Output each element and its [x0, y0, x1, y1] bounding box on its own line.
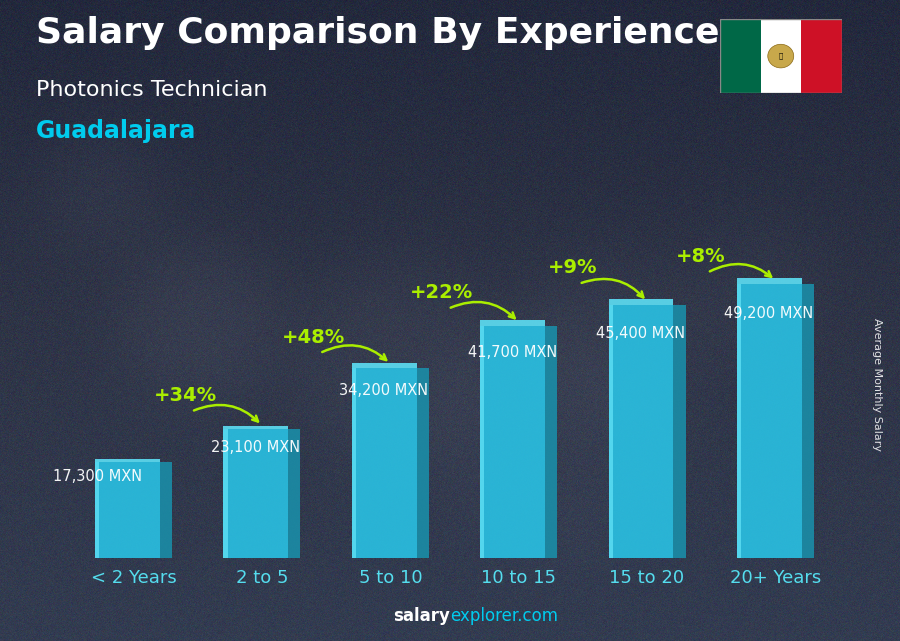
Text: 🦅: 🦅: [778, 53, 783, 60]
Text: +9%: +9%: [548, 258, 598, 277]
Text: Photonics Technician: Photonics Technician: [36, 80, 267, 100]
Bar: [352, 368, 356, 558]
Text: salary: salary: [393, 607, 450, 625]
Text: +48%: +48%: [282, 328, 345, 347]
Bar: [802, 285, 814, 558]
Text: 17,300 MXN: 17,300 MXN: [53, 469, 142, 484]
Bar: [737, 278, 802, 285]
Bar: [352, 368, 417, 558]
Bar: [223, 429, 228, 558]
Text: +22%: +22%: [410, 283, 473, 302]
Bar: [760, 19, 801, 93]
Bar: [481, 326, 484, 558]
Bar: [223, 426, 288, 429]
Bar: [95, 462, 99, 558]
Bar: [608, 306, 613, 558]
Text: Average Monthly Salary: Average Monthly Salary: [872, 318, 883, 451]
Text: +8%: +8%: [676, 247, 725, 266]
Bar: [608, 306, 673, 558]
Bar: [160, 462, 172, 558]
Bar: [720, 19, 760, 93]
Bar: [223, 429, 288, 558]
Text: 41,700 MXN: 41,700 MXN: [468, 345, 557, 360]
Text: 23,100 MXN: 23,100 MXN: [211, 440, 300, 454]
Bar: [481, 326, 544, 558]
Bar: [673, 306, 686, 558]
Bar: [417, 368, 428, 558]
Bar: [737, 285, 802, 558]
Text: +34%: +34%: [153, 386, 217, 405]
Text: Salary Comparison By Experience: Salary Comparison By Experience: [36, 16, 719, 50]
Bar: [544, 326, 557, 558]
Bar: [352, 363, 417, 368]
Bar: [95, 462, 160, 558]
Text: explorer.com: explorer.com: [450, 607, 558, 625]
Bar: [608, 299, 673, 306]
Text: Guadalajara: Guadalajara: [36, 119, 196, 142]
Bar: [288, 429, 301, 558]
Text: 49,200 MXN: 49,200 MXN: [724, 306, 814, 321]
Text: 45,400 MXN: 45,400 MXN: [596, 326, 685, 340]
Text: 34,200 MXN: 34,200 MXN: [339, 383, 428, 398]
Circle shape: [768, 44, 794, 68]
Bar: [737, 285, 741, 558]
Bar: [481, 320, 544, 326]
Bar: [801, 19, 842, 93]
Bar: [95, 459, 160, 462]
